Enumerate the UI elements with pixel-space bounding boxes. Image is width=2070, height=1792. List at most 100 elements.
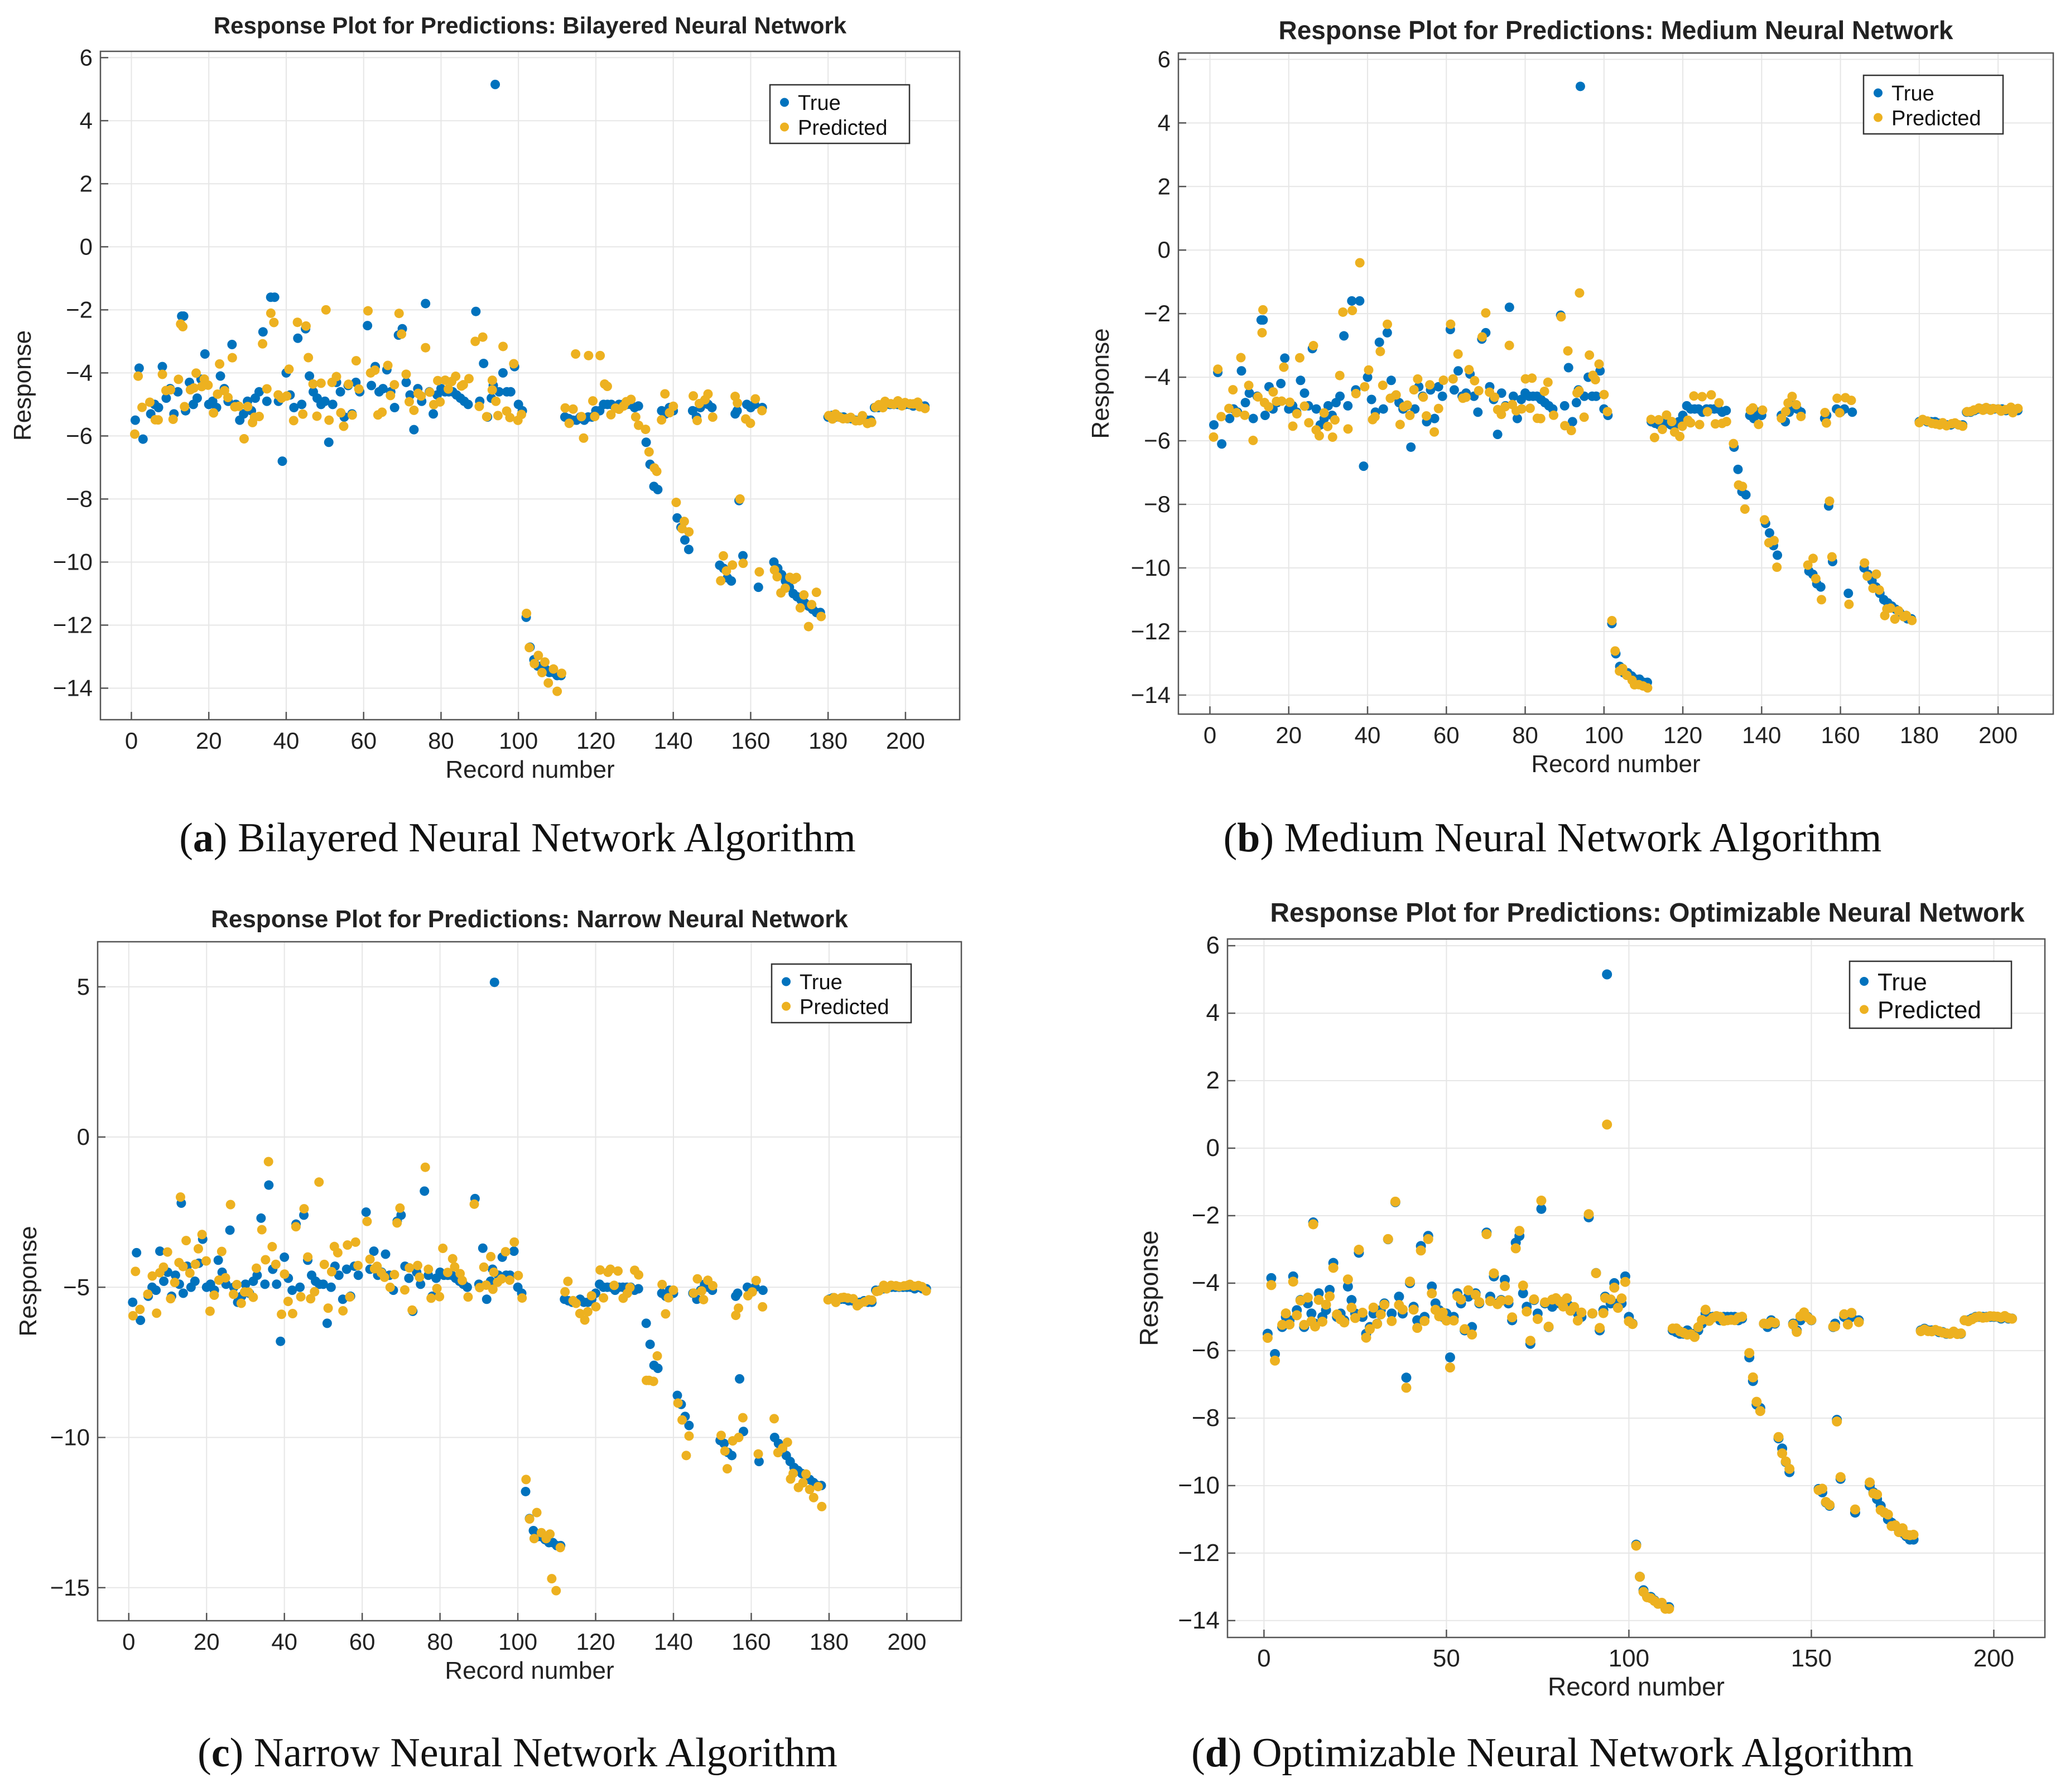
true-point	[136, 1316, 146, 1326]
predicted-point	[1817, 595, 1827, 605]
predicted-point	[769, 1414, 779, 1424]
predicted-point	[1543, 1321, 1554, 1332]
true-point	[252, 1270, 262, 1280]
y-tick-label: −12	[1131, 618, 1171, 644]
predicted-point	[258, 339, 268, 349]
true-point	[239, 409, 249, 419]
true-point	[192, 393, 202, 403]
predicted-point	[1536, 1195, 1547, 1206]
true-point	[478, 1243, 488, 1253]
predicted-point	[343, 1240, 353, 1250]
predicted-point	[284, 364, 294, 374]
predicted-point	[303, 1252, 313, 1262]
true-point	[641, 437, 651, 447]
predicted-point	[1416, 1245, 1426, 1256]
predicted-point	[1504, 340, 1514, 350]
legend-predicted-label: Predicted	[798, 116, 888, 139]
predicted-point	[602, 382, 612, 392]
predicted-point	[1448, 374, 1458, 384]
predicted-point	[1445, 1362, 1455, 1373]
y-tick-label: −2	[1144, 300, 1171, 326]
predicted-point	[811, 587, 821, 598]
predicted-point	[347, 410, 357, 420]
true-point	[727, 1451, 737, 1461]
predicted-point	[306, 1294, 316, 1304]
predicted-point	[339, 421, 349, 431]
predicted-point	[1697, 392, 1707, 402]
true-point	[1496, 388, 1506, 398]
predicted-point	[1780, 407, 1790, 417]
true-point	[335, 387, 345, 397]
chart-title: Response Plot for Predictions: Optimizab…	[1270, 898, 2025, 928]
true-point	[404, 1273, 414, 1283]
predicted-point	[319, 1259, 329, 1269]
predicted-point	[1361, 1332, 1371, 1343]
predicted-point	[345, 1292, 355, 1302]
predicted-point	[389, 1270, 399, 1280]
predicted-point	[190, 1259, 200, 1269]
predicted-point	[447, 1254, 458, 1264]
predicted-point	[626, 394, 636, 404]
legend-box	[1862, 74, 2004, 135]
predicted-point	[1409, 385, 1419, 395]
true-point	[1512, 413, 1522, 423]
predicted-point	[280, 1269, 290, 1279]
x-tick-label: 100	[1609, 1645, 1649, 1672]
predicted-point	[1339, 1317, 1350, 1328]
true-point	[719, 1438, 729, 1448]
predicted-point	[1792, 399, 1802, 410]
predicted-point	[152, 1308, 162, 1318]
predicted-point	[324, 415, 334, 425]
predicted-point	[1907, 615, 1917, 625]
predicted-point	[1351, 388, 1361, 398]
x-tick-label: 40	[273, 728, 300, 754]
predicted-point	[1832, 393, 1842, 403]
true-point	[363, 321, 373, 331]
caption-letter: b	[1237, 815, 1260, 861]
predicted-point	[409, 405, 419, 415]
y-tick-label: 2	[1206, 1067, 1220, 1094]
predicted-point	[1294, 353, 1304, 363]
true-point	[672, 1390, 682, 1400]
predicted-point	[1401, 1382, 1412, 1393]
predicted-point	[524, 643, 535, 653]
caption-b: (b) Medium Neural Network Algorithm	[1223, 815, 1882, 861]
predicted-point	[532, 1507, 542, 1518]
caption-text: Medium Neural Network Algorithm	[1284, 815, 1882, 861]
true-point	[369, 1246, 379, 1256]
y-tick-label: −14	[53, 675, 93, 701]
predicted-point	[298, 409, 308, 419]
predicted-point	[463, 1292, 473, 1302]
predicted-point	[415, 1272, 425, 1282]
predicted-point	[1354, 1245, 1364, 1255]
true-point	[1429, 413, 1440, 423]
predicted-point	[1463, 1285, 1474, 1295]
predicted-point	[1308, 1219, 1318, 1230]
predicted-point	[1277, 396, 1287, 406]
predicted-point	[1474, 386, 1484, 396]
legend-predicted-marker	[780, 122, 789, 132]
x-tick-label: 120	[1663, 722, 1702, 748]
predicted-point	[1560, 421, 1570, 431]
true-point	[1473, 407, 1483, 417]
predicted-point	[1364, 365, 1374, 375]
predicted-point	[1360, 382, 1370, 392]
predicted-point	[1481, 308, 1491, 318]
predicted-point	[1257, 327, 1267, 338]
predicted-point	[401, 369, 411, 379]
x-tick-label: 0	[1257, 1645, 1270, 1672]
predicted-point	[684, 1431, 694, 1441]
x-tick-label: 160	[731, 1629, 771, 1655]
predicted-point	[1697, 1315, 1707, 1326]
predicted-point	[747, 1287, 757, 1297]
chart-title: Response Plot for Predictions: Medium Ne…	[1279, 16, 1953, 45]
predicted-point	[189, 383, 199, 393]
predicted-point	[407, 1305, 417, 1315]
legend-predicted-marker	[1874, 113, 1883, 122]
predicted-point	[1343, 424, 1353, 434]
predicted-point	[1562, 1293, 1572, 1304]
x-tick-label: 40	[271, 1629, 297, 1655]
